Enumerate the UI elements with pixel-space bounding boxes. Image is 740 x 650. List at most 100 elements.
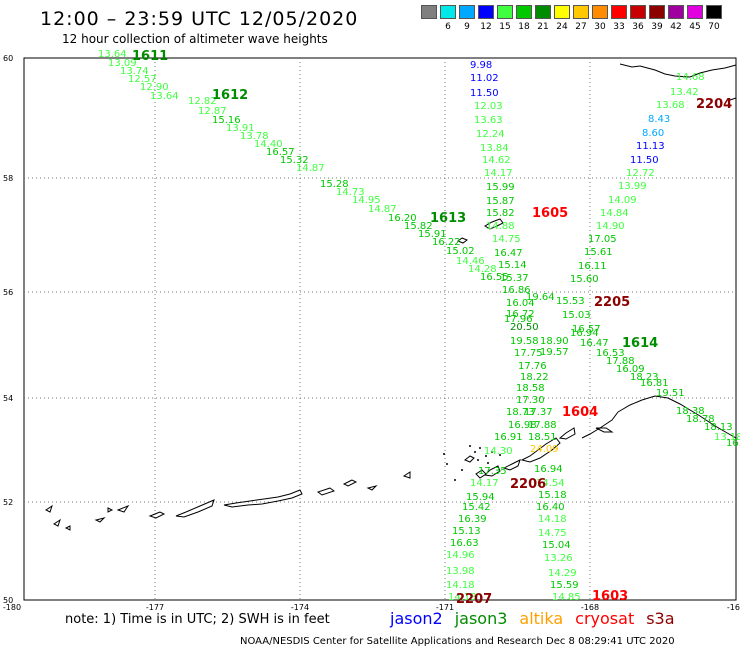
swh-value: 13.78	[240, 131, 269, 142]
swh-value: 15.42	[462, 502, 491, 513]
scale-label: 27	[575, 22, 587, 32]
swh-value: 14.46	[456, 256, 485, 267]
swh-value: 16.94	[570, 328, 599, 339]
swh-value: 16.40	[536, 502, 565, 513]
swh-value: 18.58	[516, 383, 545, 394]
coastline	[45, 63, 737, 531]
scale-swatch	[516, 5, 532, 19]
lat-tick-label: 60	[3, 54, 13, 63]
swh-value: 17.88	[606, 356, 635, 367]
swh-value: 14.54	[536, 478, 565, 489]
coastline-dots	[443, 445, 501, 481]
pass-time-label: 2206	[510, 477, 546, 492]
swh-value: 14.68	[676, 72, 705, 83]
swh-value: 15.61	[584, 247, 613, 258]
lon-tick-label: -171	[436, 603, 454, 612]
scale-swatch	[630, 5, 646, 19]
lat-tick-label: 50	[3, 596, 13, 605]
swh-value: 19.57	[540, 347, 569, 358]
swh-value: 16.53	[596, 348, 625, 359]
swh-value: 12.90	[140, 82, 169, 93]
scale-swatch	[478, 5, 494, 19]
swh-value: 13.99	[618, 181, 647, 192]
lon-tick-label: -165	[727, 603, 740, 612]
swh-value: 14.95	[352, 195, 381, 206]
lat-tick-label: 56	[3, 288, 13, 297]
swh-value: 16.94	[534, 464, 563, 475]
swh-value: 14.18	[446, 580, 475, 591]
swh-value: 16.86	[502, 285, 531, 296]
swh-value: 14.75	[492, 234, 521, 245]
island-dot	[477, 459, 479, 461]
pass-time-label: 2204	[696, 97, 732, 112]
swh-value: 14.17	[484, 168, 513, 179]
swh-value: 19.64	[526, 292, 555, 303]
lat-tick-label: 58	[3, 174, 13, 183]
swh-value: 16.47	[580, 338, 609, 349]
island-dot	[499, 454, 501, 456]
island-dot	[474, 451, 476, 453]
swh-value: 14.28	[468, 264, 497, 275]
swh-value: 16.57	[266, 147, 295, 158]
swh-value: 14.88	[486, 221, 515, 232]
swh-value: 13.74	[120, 66, 149, 77]
swh-value: 16.09	[616, 364, 645, 375]
swh-value: 16.22	[432, 237, 461, 248]
swh-value: 18.93	[0, 0, 29, 3]
legend-jason2: jason2	[390, 609, 443, 628]
swh-value: 15.82	[404, 221, 433, 232]
swh-value: 18.73	[506, 407, 535, 418]
swh-value: 16.20	[388, 213, 417, 224]
scale-label: 39	[651, 22, 663, 32]
swh-value: 12.03	[474, 101, 503, 112]
scale-swatch	[668, 5, 684, 19]
swh-value: 13.84	[480, 143, 509, 154]
map-frame	[23, 57, 737, 601]
scale-swatch	[554, 5, 570, 19]
swh-value: 13.64	[98, 49, 127, 60]
scale-swatch	[421, 5, 437, 19]
swh-value: 13.09	[108, 58, 137, 69]
swh-value: 16.57	[572, 324, 601, 335]
swh-value: 16.73	[726, 438, 740, 449]
island-dot	[443, 453, 445, 455]
swh-value: 17.96	[504, 314, 533, 325]
swh-value: 17.88	[528, 420, 557, 431]
scale-swatch	[497, 5, 513, 19]
swh-value: 14.87	[296, 163, 325, 174]
swh-value: 14.73	[336, 187, 365, 198]
swh-value: 15.32	[280, 155, 309, 166]
swh-value: 15.87	[486, 196, 515, 207]
swh-value: 16.11	[578, 261, 607, 272]
swh-value: 18.51	[528, 432, 557, 443]
pass-time-labels: 1611 1612 1613 1614 1605 1604 1603 2204 2205 2206…	[132, 49, 732, 607]
swh-value: 14.40	[254, 139, 283, 150]
swh-value: 16.81	[640, 378, 669, 389]
swh-value: 17.05	[588, 234, 617, 245]
swh-value: 17.30	[516, 395, 545, 406]
swh-value: 18.23	[630, 372, 659, 383]
swh-value: 13.42	[670, 87, 699, 98]
swh-value: 18.38	[676, 406, 705, 417]
swh-value: 12.57	[128, 74, 157, 85]
swh-value: 15.99	[486, 182, 515, 193]
swh-value: 18.78	[686, 414, 715, 425]
swh-value: 14.87	[368, 204, 397, 215]
footer-credit: NOAA/NESDIS Center for Satellite Applica…	[240, 636, 675, 647]
scale-swatch	[459, 5, 475, 19]
graticule	[24, 58, 736, 600]
scale-label: 18	[518, 22, 530, 32]
island-dot	[446, 463, 448, 465]
lon-tick-label: -168	[581, 603, 599, 612]
swh-value: 18.22	[520, 372, 549, 383]
swh-value: 19.58	[510, 336, 539, 347]
map-subtitle: 12 hour collection of altimeter wave hei…	[62, 32, 328, 46]
scale-label: 30	[594, 22, 606, 32]
swh-value: 13.68	[656, 100, 685, 111]
swh-value: 15.28	[320, 179, 349, 190]
swh-value: 16.91	[494, 432, 523, 443]
swh-value: 14.17	[470, 478, 499, 489]
swh-value: 16.72	[506, 309, 535, 320]
swh-value: 17.37	[524, 407, 553, 418]
